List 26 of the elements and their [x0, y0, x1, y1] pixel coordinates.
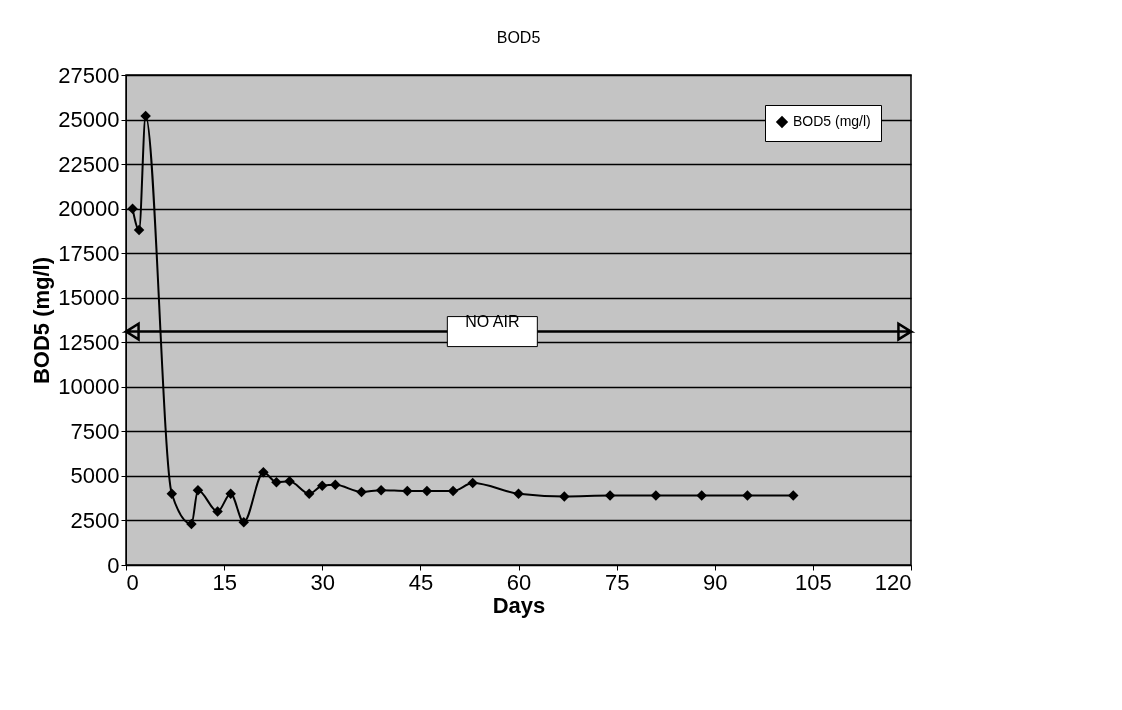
- y-tick-label: 22500: [58, 151, 120, 177]
- y-tick-label: 0: [107, 552, 120, 578]
- x-tick-label: 120: [874, 569, 912, 595]
- x-tick-label: 0: [126, 569, 139, 595]
- y-tick-label: 25000: [58, 107, 120, 133]
- y-axis-title: BOD5 (mg/l): [29, 256, 55, 385]
- chart-title: BOD5: [496, 29, 541, 46]
- y-tick-label: 2500: [70, 507, 120, 533]
- x-tick-label: 90: [703, 569, 728, 595]
- y-tick-label: 15000: [58, 285, 120, 311]
- y-tick-label: 27500: [58, 62, 120, 88]
- y-tick-label: 7500: [70, 418, 120, 444]
- x-axis-title: Days: [492, 592, 546, 618]
- x-tick-label: 30: [310, 569, 335, 595]
- y-tick-label: 12500: [58, 329, 120, 355]
- x-tick-label: 15: [212, 569, 237, 595]
- y-tick-label: 10000: [58, 374, 120, 400]
- x-tick-label: 105: [795, 569, 832, 595]
- y-tick-label: 20000: [58, 196, 120, 222]
- x-tick-label: 45: [408, 569, 434, 595]
- x-tick-label: 60: [506, 569, 532, 595]
- x-tick-label: 75: [604, 569, 630, 595]
- ref-line-label: NO AIR: [465, 312, 520, 330]
- legend-label: BOD5 (mg/l): [793, 113, 871, 129]
- y-tick-label: 17500: [58, 240, 120, 266]
- y-tick-label: 5000: [70, 463, 120, 489]
